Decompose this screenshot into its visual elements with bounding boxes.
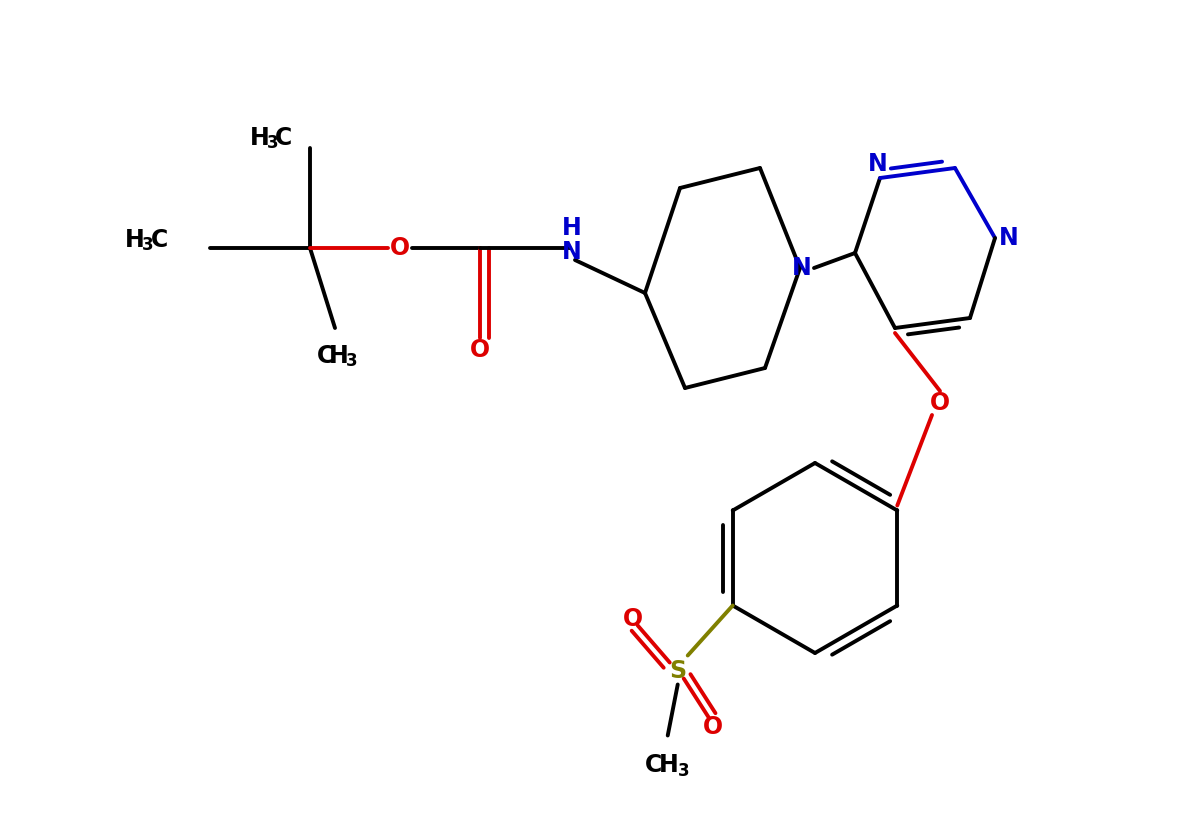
- Text: 3: 3: [142, 236, 154, 254]
- Text: H: H: [659, 753, 679, 778]
- Text: H: H: [250, 126, 270, 150]
- Text: O: O: [703, 716, 723, 739]
- Text: 3: 3: [678, 762, 690, 779]
- Text: O: O: [470, 338, 490, 362]
- Text: O: O: [930, 391, 950, 415]
- Text: S: S: [669, 659, 686, 682]
- Text: N: N: [792, 256, 812, 280]
- Text: N: N: [868, 152, 887, 176]
- Text: H: H: [329, 344, 349, 368]
- Text: O: O: [623, 607, 643, 630]
- Text: 3: 3: [347, 352, 357, 370]
- Text: N: N: [562, 240, 582, 264]
- Text: C: C: [150, 228, 168, 252]
- Text: H: H: [562, 216, 582, 240]
- Text: C: C: [317, 344, 333, 368]
- Text: C: C: [646, 753, 662, 778]
- Text: H: H: [125, 228, 145, 252]
- Text: C: C: [275, 126, 293, 150]
- Text: 3: 3: [267, 134, 279, 152]
- Text: O: O: [389, 236, 410, 260]
- Text: N: N: [999, 226, 1018, 250]
